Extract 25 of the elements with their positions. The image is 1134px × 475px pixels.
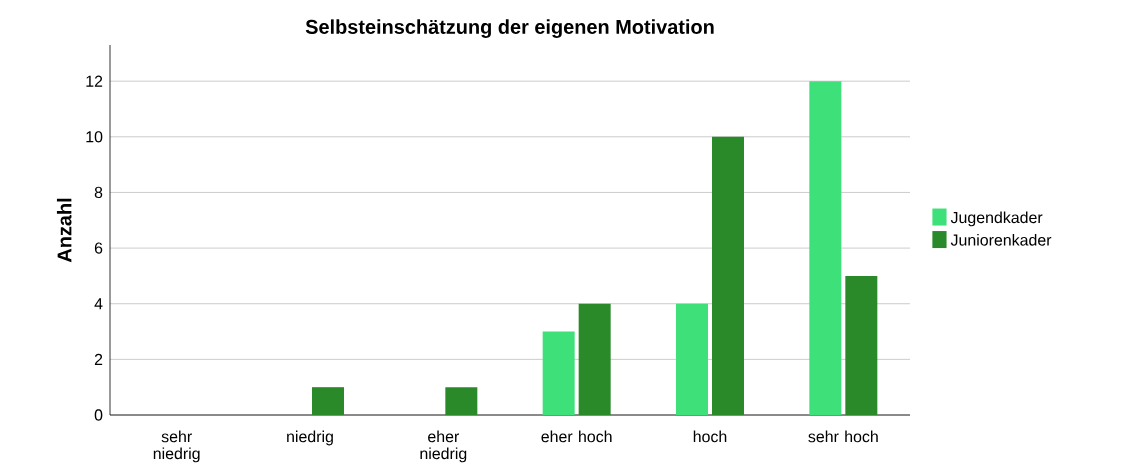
x-tick-label: niedrig <box>287 430 333 446</box>
y-tick-label: 4 <box>94 298 103 310</box>
y-tick-label: 2 <box>94 353 103 365</box>
x-tick-label: eher hoch <box>541 430 612 443</box>
y-tick-label: 10 <box>86 131 103 143</box>
legend-label: Juniorenkader <box>950 233 1052 246</box>
y-tick-label: 6 <box>94 242 103 254</box>
bar <box>676 303 708 415</box>
bar <box>578 303 611 415</box>
x-tick-label: sehr hoch <box>808 430 878 443</box>
y-tick-label: 0 <box>94 409 103 421</box>
y-axis-title: Anzahl <box>56 198 72 263</box>
y-tick-label: 12 <box>86 75 103 87</box>
x-tick-label: hoch <box>693 430 727 443</box>
bar <box>312 387 344 415</box>
bar <box>542 331 575 415</box>
y-tick-label: 8 <box>94 186 103 199</box>
legend-label: Jugendkader <box>950 211 1043 227</box>
bar <box>845 275 878 415</box>
bar <box>445 387 478 415</box>
x-tick-label: eher niedrig <box>420 430 467 463</box>
bar <box>809 81 842 415</box>
x-tick-label: sehr niedrig <box>153 430 200 463</box>
bar <box>712 136 744 415</box>
chart-title: Selbsteinschätzung der eigenen Motivation <box>305 19 714 38</box>
